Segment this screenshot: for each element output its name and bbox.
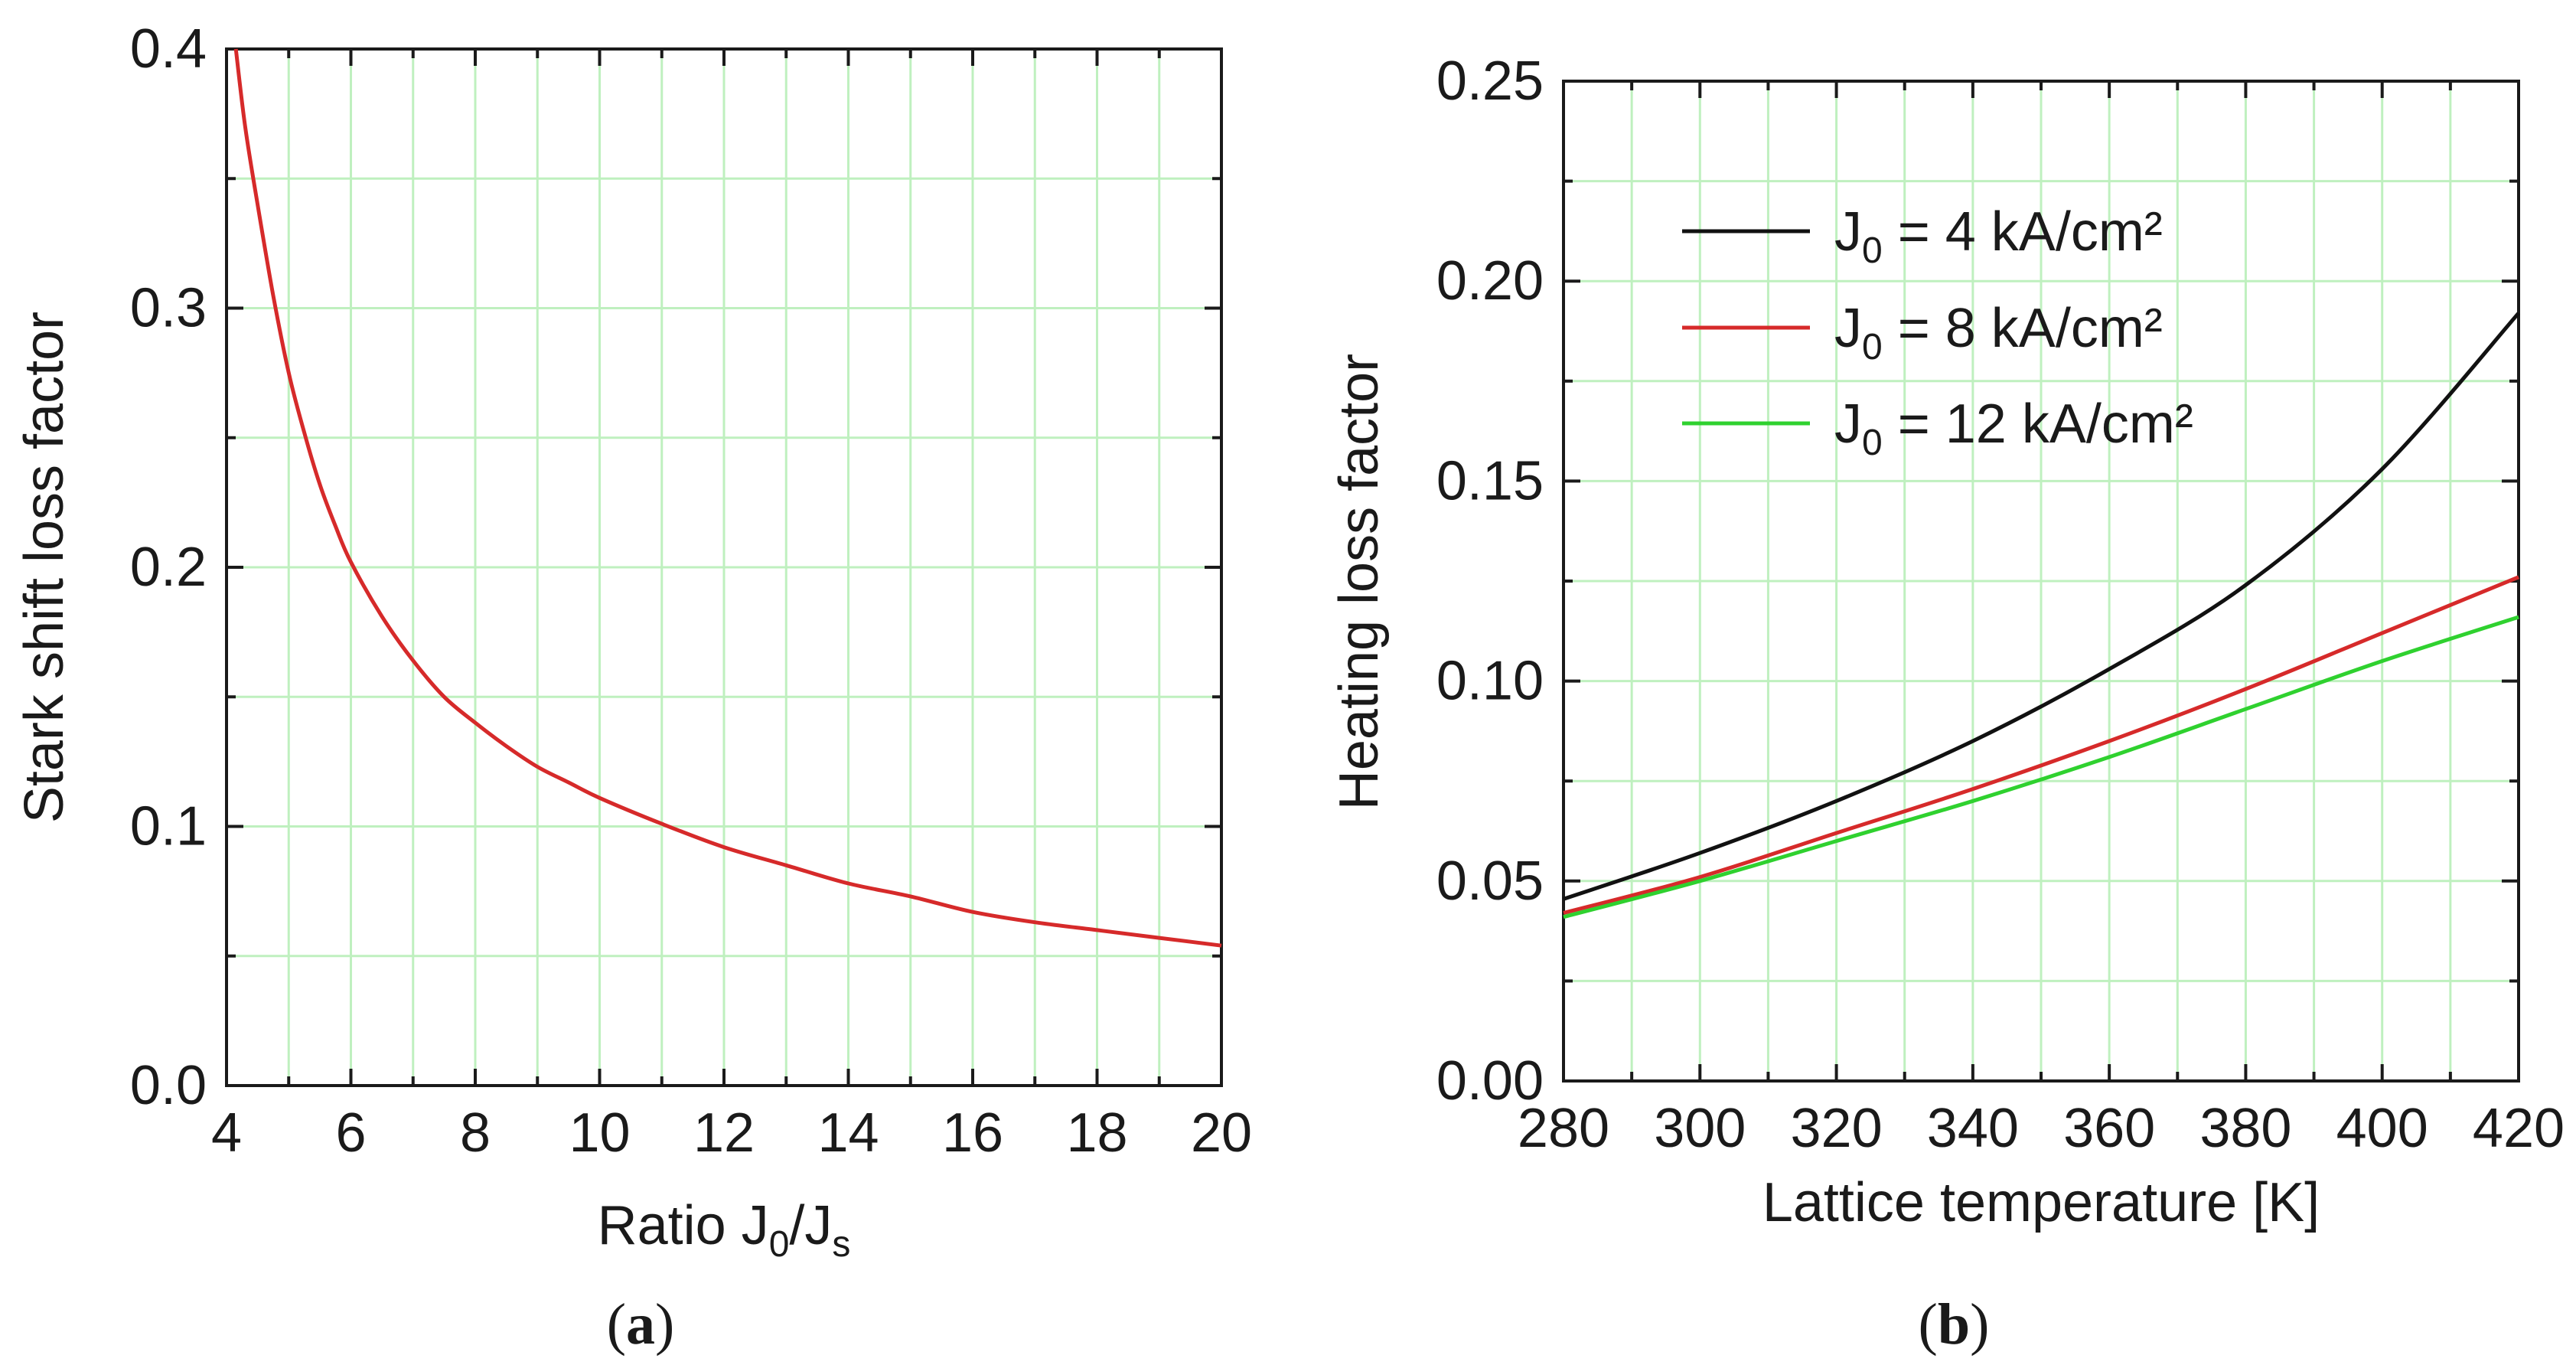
panel-a-chart: 4 6 8 10 12 14 16 18 20 0.0 0.1 0.2 0.3 0.4 Stark sh… [14,18,1252,1357]
panel-a-label-close: ) [655,1292,674,1357]
y-tick-label: 0.20 [1436,250,1544,312]
x-tick-label: 8 [460,1102,491,1164]
panel-b-y-tick-labels: 0.00 0.05 0.10 0.15 0.20 0.25 [1436,51,1544,1112]
x-tick-label: 12 [693,1102,755,1164]
panel-a-x-axis-title: Ratio J0/Js [598,1195,851,1265]
x-title-mid: /J [789,1195,832,1256]
panel-a-label-open: ( [607,1292,626,1357]
x-tick-label: 320 [1791,1098,1883,1159]
legend-label-j0-12: J0 = 12 kA/cm² [1834,393,2193,463]
panel-b-gridlines [1564,81,2519,1081]
series-line-2 [1563,615,2519,919]
panel-b-tick-marks [1562,80,2520,1083]
legend-sub-2: 0 [1862,423,1883,463]
panel-a-label: (a) [607,1292,675,1357]
panel-b-legend: J0 = 4 kA/cm² J0 = 8 kA/cm² J0 = 12 kA/c… [1682,201,2193,463]
y-tick-label: 0.25 [1436,51,1544,112]
legend-label-j0-8: J0 = 8 kA/cm² [1834,298,2163,367]
panel-b-label-letter: b [1938,1292,1970,1357]
legend-rest-0: = 4 kA/cm² [1883,201,2163,263]
x-tick-label: 14 [817,1102,879,1164]
legend-j-0: J [1834,201,1862,263]
x-tick-label: 16 [942,1102,1003,1164]
x-tick-label: 400 [2336,1098,2428,1159]
panel-b-x-axis-title: Lattice temperature [K] [1762,1172,2320,1233]
x-tick-label: 4 [211,1102,242,1164]
series-line-0 [1563,312,2520,901]
x-tick-label: 6 [335,1102,366,1164]
legend-sub-1: 0 [1862,327,1883,367]
panel-b-label-open: ( [1919,1292,1938,1357]
x-title-main: Ratio J [598,1195,769,1256]
x-tick-label: 340 [1927,1098,2019,1159]
y-tick-label: 0.15 [1436,450,1544,511]
y-tick-label: 0.2 [130,537,207,598]
x-tick-label: 300 [1654,1098,1746,1159]
series-line-0 [233,48,1222,948]
x-tick-label: 380 [2199,1098,2291,1159]
y-tick-label: 0.00 [1436,1050,1544,1112]
x-tick-label: 420 [2473,1098,2565,1159]
y-tick-label: 0.1 [130,796,207,857]
x-tick-label: 18 [1066,1102,1127,1164]
x-tick-label: 10 [569,1102,630,1164]
panel-a-y-tick-labels: 0.0 0.1 0.2 0.3 0.4 [130,18,207,1116]
legend-label-j0-4: J0 = 4 kA/cm² [1834,201,2163,271]
y-tick-label: 0.05 [1436,851,1544,912]
panel-b-y-axis-title: Heating loss factor [1329,354,1390,810]
panel-a-label-letter: a [626,1292,655,1357]
panel-a-x-tick-labels: 4 6 8 10 12 14 16 18 20 [211,1102,1252,1164]
x-tick-label: 360 [2063,1098,2155,1159]
x-tick-label: 280 [1518,1098,1609,1159]
legend-rest-1: = 8 kA/cm² [1883,298,2163,359]
panel-a-gridlines [227,49,1221,1086]
y-tick-label: 0.10 [1436,651,1544,712]
legend-j-1: J [1834,298,1862,359]
panel-a-series [233,48,1222,948]
legend-rest-2: = 12 kA/cm² [1883,393,2193,455]
x-title-sub-s: s [832,1224,850,1265]
panel-b-label: (b) [1919,1292,1990,1357]
panel-b-chart: 280 300 320 340 360 380 400 420 0.00 0.05 0.10 0.1… [1329,51,2565,1357]
legend-sub-0: 0 [1862,230,1883,271]
x-title-sub-0: 0 [769,1224,790,1265]
legend-j-2: J [1834,393,1862,455]
panel-a-y-axis-title: Stark shift loss factor [14,312,75,823]
y-tick-label: 0.0 [130,1055,207,1116]
series-line-1 [1563,575,2519,916]
y-tick-label: 0.4 [130,18,207,80]
panel-b-label-close: ) [1970,1292,1989,1357]
panel-b-series [1563,312,2520,919]
x-tick-label: 20 [1191,1102,1252,1164]
y-tick-label: 0.3 [130,278,207,339]
panel-b-x-tick-labels: 280 300 320 340 360 380 400 420 [1518,1098,2565,1159]
panel-a-tick-marks [225,47,1223,1087]
